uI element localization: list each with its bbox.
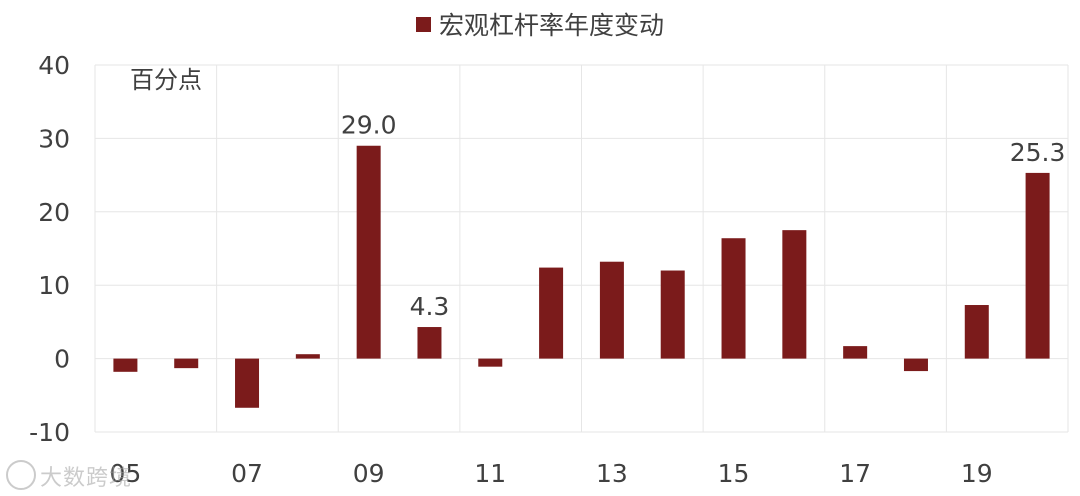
x-tick-label: 07 (231, 459, 263, 488)
bar-11 (478, 358, 503, 367)
y-tick-label: 10 (38, 271, 70, 300)
legend-swatch (415, 17, 431, 32)
x-tick-label: 11 (474, 459, 506, 488)
bar-17 (843, 346, 868, 359)
bar-15 (721, 238, 746, 359)
watermark-text: 大数跨境 (40, 466, 133, 491)
bar-16 (782, 230, 807, 359)
x-tick-label: 19 (961, 459, 993, 488)
bar-10 (417, 327, 442, 359)
bar-09 (356, 145, 381, 359)
y-tick-label: 20 (38, 198, 70, 227)
x-tick-label: 05 (110, 459, 142, 488)
bar-06 (174, 358, 199, 369)
legend: 宏观杠杆率年度变动 (0, 6, 1080, 42)
y-tick-label: 0 (54, 345, 70, 374)
x-tick-labels: 05 07 09 11 13 15 17 19 (110, 459, 993, 488)
legend-label: 宏观杠杆率年度变动 (438, 11, 664, 40)
watermark-logo-icon (6, 460, 36, 490)
x-tick-label: 09 (353, 459, 385, 488)
bar-13 (599, 261, 624, 359)
bar-series (113, 145, 1050, 408)
y-tick-label: 40 (38, 51, 70, 80)
unit-label: 百分点 (130, 66, 202, 94)
y-tick-label: 30 (38, 124, 70, 153)
bar-20 (1025, 172, 1050, 359)
data-label-20: 25.3 (1010, 138, 1066, 167)
watermark: 大数跨境 (6, 460, 132, 492)
data-labels: 29.0 4.3 25.3 (341, 111, 1066, 321)
x-tick-label: 17 (839, 459, 871, 488)
y-tick-labels: 40 30 20 10 0 -10 (29, 51, 70, 447)
bar-12 (539, 267, 564, 359)
x-tick-label: 15 (718, 459, 750, 488)
bar-18 (903, 358, 928, 372)
bar-05 (113, 358, 138, 372)
bar-19 (964, 305, 989, 359)
bar-14 (660, 270, 685, 359)
bar-07 (235, 358, 260, 408)
grid-lines (94, 64, 1069, 433)
data-label-10: 4.3 (410, 292, 450, 321)
x-tick-label: 13 (596, 459, 628, 488)
bar-08 (295, 354, 320, 359)
y-tick-label: -10 (29, 418, 70, 447)
data-label-09: 29.0 (341, 111, 397, 140)
